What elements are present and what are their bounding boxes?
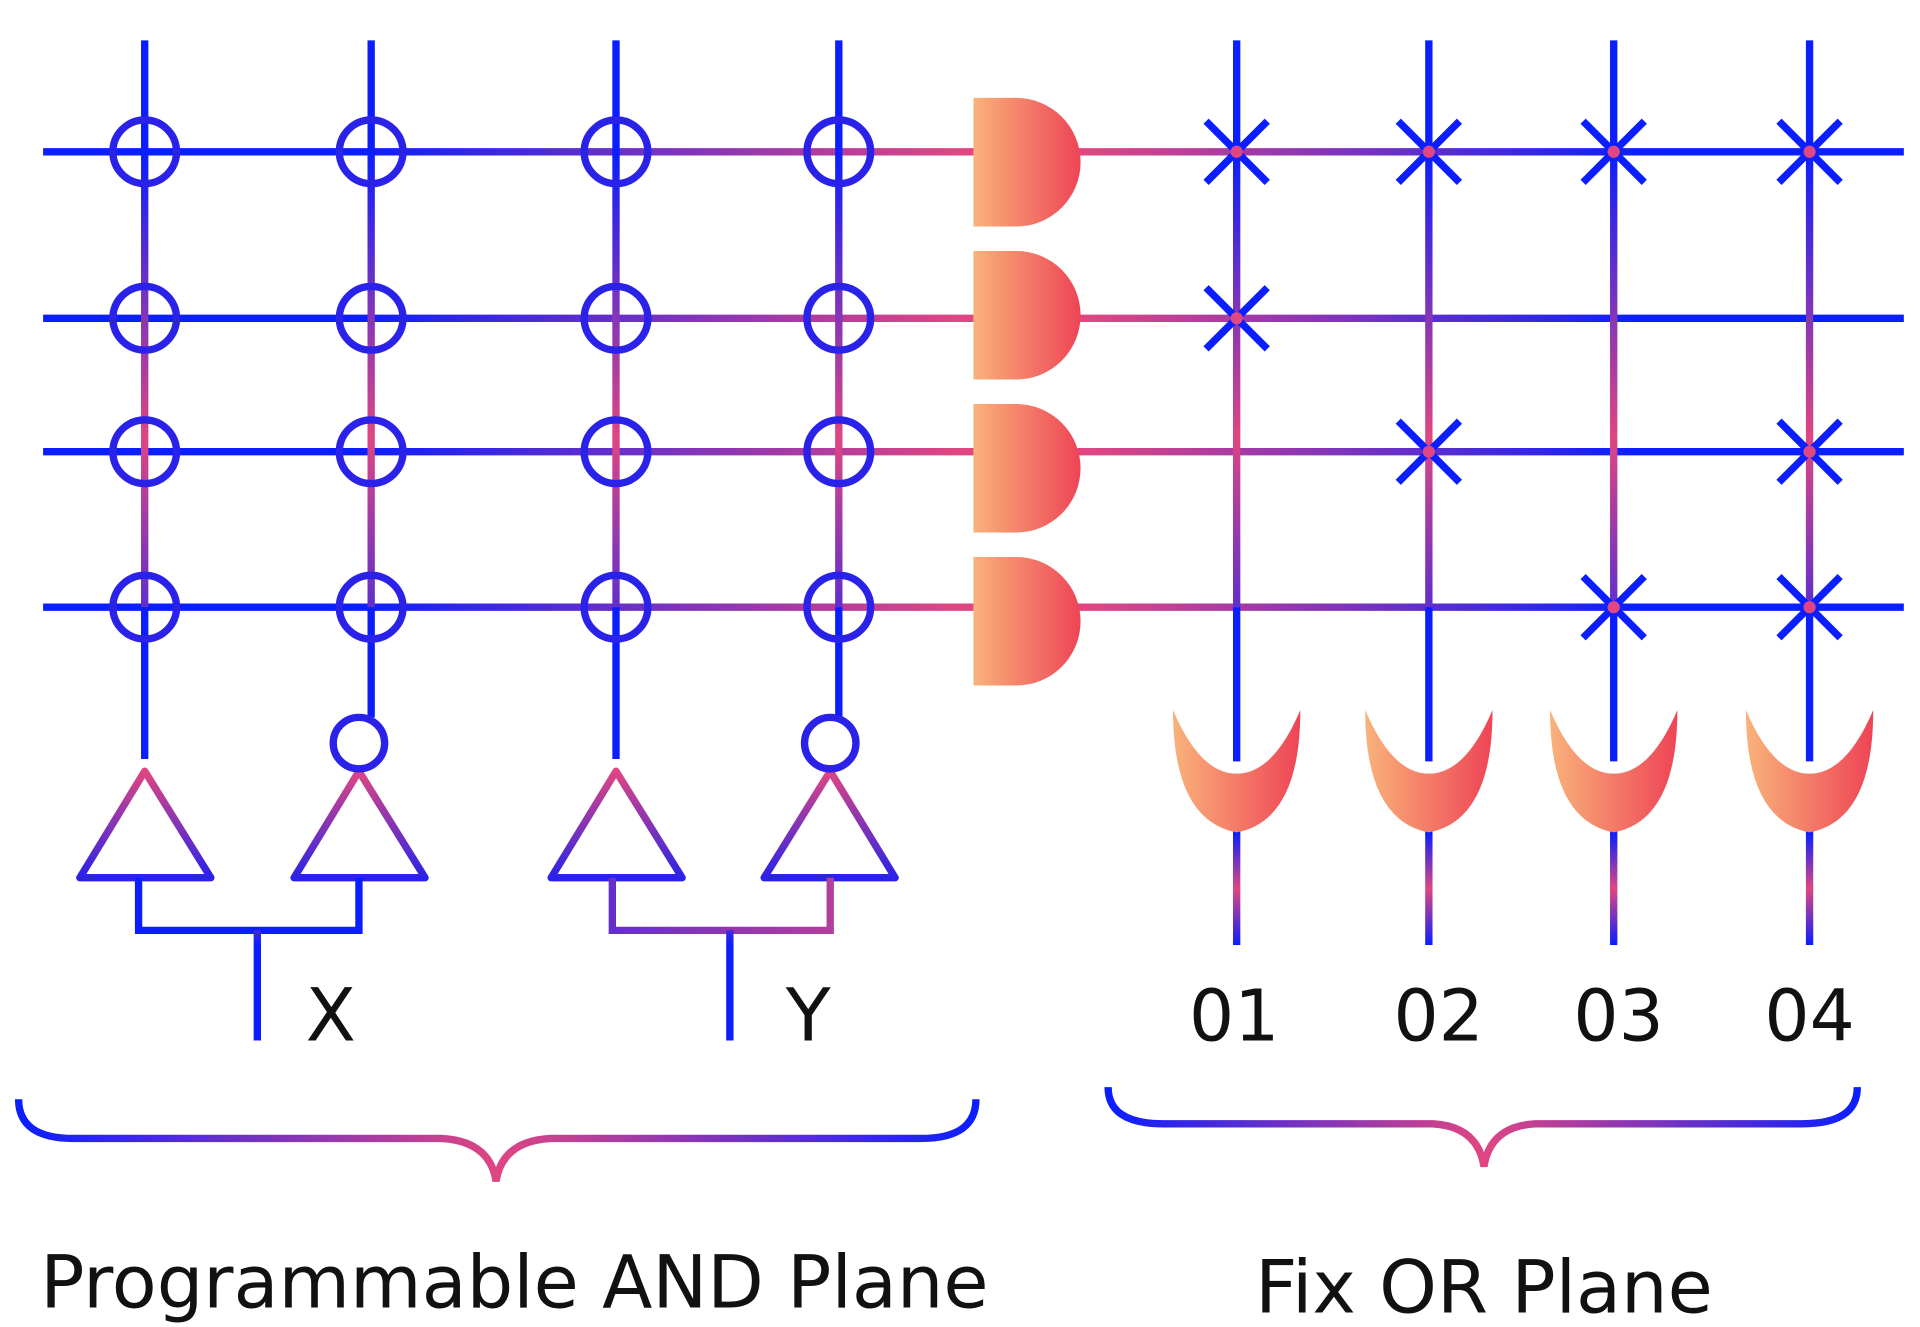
and-fuse-circle-r1c2 <box>335 116 407 188</box>
gates <box>76 97 1874 1041</box>
and-fuse-circle-r1c1 <box>109 116 181 188</box>
or-connection-dot-r1c4 <box>1803 145 1816 158</box>
input-y-label: Y <box>785 974 831 1059</box>
input-split-y <box>608 877 834 935</box>
and-fuse-circle-r1c4 <box>803 116 875 188</box>
and-fuse-circle-r4c2 <box>335 571 407 643</box>
or-connection-dot-r2c1 <box>1230 312 1243 325</box>
and-gate-icon-1 <box>973 97 1081 227</box>
and-fuse-circle-r2c3 <box>580 282 652 354</box>
and-fuse-circle-r2c2 <box>335 282 407 354</box>
output-label-3: 03 <box>1573 975 1663 1058</box>
or-gate-icon-2 <box>1365 710 1493 833</box>
and-fuse-circle-r2c1 <box>109 282 181 354</box>
inverter-triangle-icon-2 <box>290 767 429 882</box>
and-gate-icon-4 <box>973 556 1081 686</box>
or-connection-dot-r4c3 <box>1607 601 1620 614</box>
or-connection-dot-r3c4 <box>1803 445 1816 458</box>
or-gate-icon-1 <box>1173 710 1301 833</box>
buffer-triangle-icon-1 <box>76 767 215 882</box>
or-plane-brace <box>1104 1086 1861 1168</box>
and-fuse-circle-r3c4 <box>803 416 875 488</box>
output-label-2: 02 <box>1393 975 1483 1058</box>
buffer-triangle-icon-3 <box>547 767 686 882</box>
and-fuse-circle-r4c1 <box>109 571 181 643</box>
and-plane-brace <box>14 1099 980 1183</box>
or-connection-dot-r3c2 <box>1422 445 1435 458</box>
output-label-4: 04 <box>1764 975 1854 1058</box>
or-connection-dot-r4c4 <box>1803 601 1816 614</box>
connection-markers <box>109 116 1843 643</box>
and-plane-label: Programmable AND Plane <box>40 1240 988 1325</box>
output-label-1: 01 <box>1189 975 1279 1058</box>
or-gate-icon-4 <box>1745 710 1874 833</box>
and-gate-icon-3 <box>973 403 1081 533</box>
and-fuse-circle-r1c3 <box>580 116 652 188</box>
input-x-label: X <box>306 974 356 1059</box>
inverter-triangle-icon-4 <box>760 767 899 882</box>
and-fuse-circle-r4c3 <box>580 571 652 643</box>
inversion-bubble-icon-4 <box>800 713 860 773</box>
or-connection-dot-r1c2 <box>1422 145 1435 158</box>
and-fuse-circle-r3c2 <box>335 416 407 488</box>
or-connection-dot-r1c1 <box>1230 145 1243 158</box>
or-plane-label: Fix OR Plane <box>1255 1245 1713 1327</box>
and-gate-icon-2 <box>973 250 1081 380</box>
or-connection-dot-r1c3 <box>1607 145 1620 158</box>
and-fuse-circle-r4c4 <box>803 571 875 643</box>
inversion-bubble-icon-2 <box>329 713 389 773</box>
input-split-x <box>134 877 363 935</box>
and-fuse-circle-r3c3 <box>580 416 652 488</box>
and-fuse-circle-r3c1 <box>109 416 181 488</box>
and-fuse-circle-r2c4 <box>803 282 875 354</box>
or-gate-icon-3 <box>1550 710 1678 833</box>
wires <box>43 40 1904 946</box>
